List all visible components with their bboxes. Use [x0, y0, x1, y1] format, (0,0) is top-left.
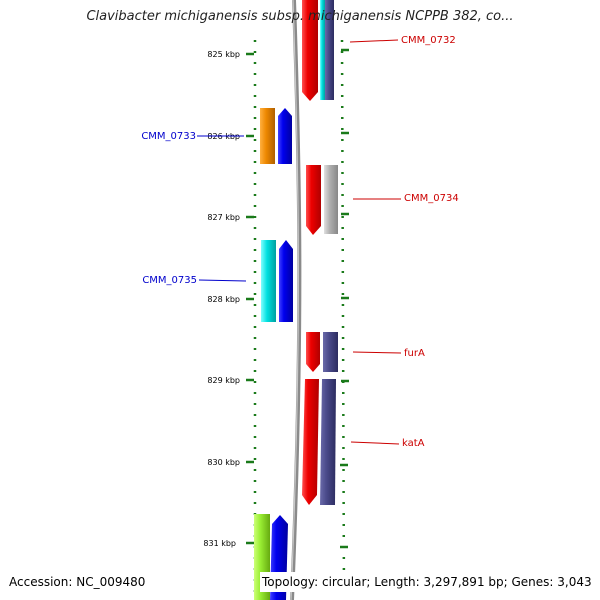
label-katA[interactable]: katA — [402, 438, 425, 449]
tick-830: 830 kbp — [207, 458, 254, 467]
gene-CMM_0734[interactable] — [306, 165, 338, 235]
gene-CMM_0735-arrow[interactable] — [279, 240, 293, 322]
tick-label-831: 831 kbp — [203, 539, 236, 548]
label-furA[interactable]: furA — [404, 348, 425, 359]
accession-text: Accession: NC_009480 — [9, 575, 146, 589]
genome-backbone — [290, 0, 302, 600]
genome-backbone-highlight — [290, 0, 299, 600]
tick-825: 825 kbp — [207, 50, 254, 59]
tick-829: 829 kbp — [207, 376, 254, 385]
gene-CMM_0734-feature-gray[interactable] — [324, 165, 338, 234]
gene-furA-arrow[interactable] — [306, 332, 320, 372]
gene-CMM_0733[interactable] — [260, 108, 292, 164]
gene-CMM_0734-arrow[interactable] — [306, 165, 321, 235]
label-CMM_0732[interactable]: CMM_0732 — [401, 35, 456, 46]
tick-label-825: 825 kbp — [207, 50, 240, 59]
tick-827: 827 kbp — [207, 213, 254, 222]
label-leaders — [197, 39, 402, 445]
tick-831: 831 kbp — [203, 539, 254, 548]
tick-828: 828 kbp — [207, 295, 254, 304]
gene-CMM_0732-arrow[interactable] — [302, 0, 318, 101]
label-CMM_0733[interactable]: CMM_0733 — [141, 131, 196, 142]
gene-katA-arrow[interactable] — [302, 379, 319, 505]
gene-CMM_0735-feature-cyan[interactable] — [261, 240, 276, 322]
gene-CMM_0735[interactable] — [261, 240, 293, 322]
tick-label-828: 828 kbp — [207, 295, 240, 304]
gene-katA-feature-navy[interactable] — [320, 379, 336, 505]
tick-label-830: 830 kbp — [207, 458, 240, 467]
label-CMM_0735[interactable]: CMM_0735 — [142, 275, 197, 286]
genome-info-text: Topology: circular; Length: 3,297,891 bp… — [260, 572, 595, 592]
gene-CMM_0733-feature-orange[interactable] — [260, 108, 275, 164]
label-CMM_0734[interactable]: CMM_0734 — [404, 193, 459, 204]
gene-furA-feature-navy[interactable] — [323, 332, 338, 372]
map-title: Clavibacter michiganensis subsp. michiga… — [86, 9, 514, 24]
tick-label-829: 829 kbp — [207, 376, 240, 385]
gene-furA[interactable] — [306, 332, 338, 372]
gene-CMM_0732[interactable] — [302, 0, 334, 101]
tick-label-827: 827 kbp — [207, 213, 240, 222]
gene-CMM_0732-feature-navy[interactable] — [325, 0, 334, 100]
gene-katA[interactable] — [302, 379, 336, 505]
gene-CMM_0732-feature-cyan[interactable] — [320, 0, 325, 100]
gene-CMM_0733-arrow[interactable] — [278, 108, 292, 164]
